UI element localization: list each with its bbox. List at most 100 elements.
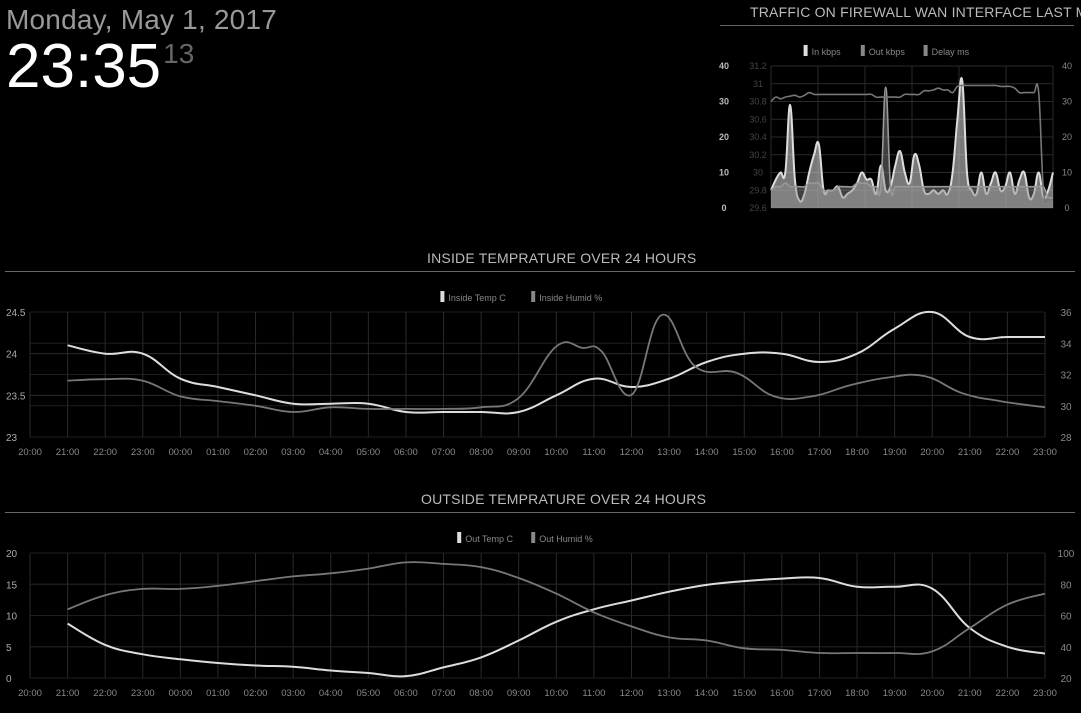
traffic-mid-tick-label: 30.6 xyxy=(749,114,767,124)
inside-title-rule xyxy=(5,271,1075,272)
traffic-mid-tick-label: 29.8 xyxy=(749,185,767,195)
inside-x-tick-label: 16:00 xyxy=(770,447,794,458)
outside-x-tick-label: 03:00 xyxy=(281,688,305,699)
traffic-series-line xyxy=(770,83,1054,203)
outside-legend-label: Out Temp C xyxy=(465,534,513,544)
inside-x-tick-label: 22:00 xyxy=(996,447,1020,458)
inside-legend-label: Inside Humid % xyxy=(539,293,602,303)
traffic-left-tick-label: 0 xyxy=(721,203,726,213)
traffic-mid-tick-label: 30.4 xyxy=(749,132,767,142)
traffic-legend-label: Delay ms xyxy=(932,47,970,57)
clock-time: 23:3513 xyxy=(6,36,194,98)
outside-x-tick-label: 05:00 xyxy=(356,688,380,699)
inside-x-tick-label: 02:00 xyxy=(244,447,268,458)
outside-x-tick-label: 21:00 xyxy=(958,688,982,699)
traffic-right-tick-label: 30 xyxy=(1062,97,1072,107)
inside-x-tick-label: 08:00 xyxy=(469,447,493,458)
inside-left-tick-label: 23 xyxy=(6,433,18,444)
inside-x-tick-label: 22:00 xyxy=(93,447,117,458)
outside-x-tick-label: 04:00 xyxy=(319,688,343,699)
inside-right-tick-label: 30 xyxy=(1060,402,1072,413)
inside-x-tick-label: 06:00 xyxy=(394,447,418,458)
inside-legend-label: Inside Temp C xyxy=(448,293,506,303)
inside-x-tick-label: 03:00 xyxy=(281,447,305,458)
inside-left-tick-label: 24.5 xyxy=(6,308,26,319)
outside-right-tick-label: 80 xyxy=(1060,580,1072,591)
outside-x-tick-label: 08:00 xyxy=(469,688,493,699)
outside-x-tick-label: 07:00 xyxy=(432,688,456,699)
traffic-legend-swatch xyxy=(860,45,865,56)
clock-seconds: 13 xyxy=(163,38,195,69)
outside-x-tick-label: 20:00 xyxy=(18,688,42,699)
traffic-series-line xyxy=(770,86,1054,200)
outside-left-tick-label: 0 xyxy=(6,674,12,685)
traffic-right-tick-label: 20 xyxy=(1062,132,1072,142)
inside-x-tick-label: 20:00 xyxy=(18,447,42,458)
traffic-series-area xyxy=(771,87,1053,208)
outside-x-tick-label: 23:00 xyxy=(131,688,155,699)
outside-x-tick-label: 22:00 xyxy=(93,688,117,699)
traffic-chart: In kbps Out kbps Delay ms 29.6 29.8 30 30.2 30.… xyxy=(719,45,1072,213)
outside-left-tick-label: 15 xyxy=(6,580,18,591)
outside-legend-label: Out Humid % xyxy=(539,534,593,544)
inside-x-tick-label: 10:00 xyxy=(544,447,568,458)
outside-left-tick-label: 10 xyxy=(6,612,18,623)
inside-x-tick-label: 23:00 xyxy=(1033,447,1057,458)
inside-x-tick-label: 07:00 xyxy=(432,447,456,458)
inside-x-tick-label: 00:00 xyxy=(168,447,192,458)
outside-x-tick-label: 21:00 xyxy=(56,688,80,699)
inside-x-tick-label: 04:00 xyxy=(319,447,343,458)
outside-series-line xyxy=(67,561,1046,655)
traffic-left-tick-label: 10 xyxy=(719,168,729,178)
outside-right-tick-label: 100 xyxy=(1058,549,1075,560)
inside-x-tick-label: 12:00 xyxy=(620,447,644,458)
outside-x-tick-label: 22:00 xyxy=(996,688,1020,699)
inside-x-tick-label: 05:00 xyxy=(356,447,380,458)
clock-date: Monday, May 1, 2017 xyxy=(6,4,277,35)
inside-left-tick-label: 24 xyxy=(6,350,18,361)
outside-x-tick-label: 13:00 xyxy=(657,688,681,699)
outside-legend-swatch xyxy=(457,532,462,543)
inside-x-tick-label: 17:00 xyxy=(808,447,832,458)
traffic-legend-swatch xyxy=(923,45,928,56)
inside-x-tick-label: 19:00 xyxy=(883,447,907,458)
outside-x-tick-label: 10:00 xyxy=(544,688,568,699)
outside-right-tick-label: 20 xyxy=(1060,674,1072,685)
inside-x-tick-label: 11:00 xyxy=(582,447,605,458)
inside-x-tick-label: 09:00 xyxy=(507,447,531,458)
traffic-mid-tick-label: 29.6 xyxy=(749,203,767,213)
outside-title-rule xyxy=(5,512,1075,513)
inside-x-tick-label: 18:00 xyxy=(845,447,869,458)
inside-x-tick-label: 23:00 xyxy=(131,447,155,458)
traffic-legend-label: In kbps xyxy=(812,47,842,57)
outside-right-tick-label: 60 xyxy=(1060,612,1072,623)
outside-x-tick-label: 14:00 xyxy=(695,688,719,699)
inside-x-tick-label: 01:00 xyxy=(206,447,230,458)
traffic-legend-swatch xyxy=(803,45,808,56)
inside-right-tick-label: 36 xyxy=(1060,308,1072,319)
outside-series-line xyxy=(67,576,1046,678)
outside-x-tick-label: 17:00 xyxy=(808,688,832,699)
inside-x-tick-label: 20:00 xyxy=(920,447,944,458)
traffic-mid-tick-label: 30.2 xyxy=(749,150,767,160)
outside-right-tick-label: 40 xyxy=(1060,643,1072,654)
inside-right-tick-label: 28 xyxy=(1060,433,1072,444)
traffic-mid-tick-label: 30.8 xyxy=(749,97,767,107)
traffic-right-tick-label: 0 xyxy=(1064,203,1069,213)
traffic-left-tick-label: 30 xyxy=(719,97,729,107)
inside-temperature-chart: Inside Temp C Inside Humid % 23 23.5 24 24.5 2… xyxy=(6,291,1072,458)
outside-x-tick-label: 20:00 xyxy=(920,688,944,699)
inside-x-tick-label: 15:00 xyxy=(732,447,756,458)
traffic-mid-tick-label: 31.2 xyxy=(749,61,767,71)
outside-left-tick-label: 5 xyxy=(6,643,12,654)
traffic-right-tick-label: 10 xyxy=(1062,168,1072,178)
outside-x-tick-label: 02:00 xyxy=(244,688,268,699)
inside-left-tick-label: 23.5 xyxy=(6,391,26,402)
outside-x-tick-label: 16:00 xyxy=(770,688,794,699)
outside-x-tick-label: 19:00 xyxy=(883,688,907,699)
traffic-title-rule xyxy=(720,25,1074,26)
outside-x-tick-label: 00:00 xyxy=(168,688,192,699)
outside-x-tick-label: 15:00 xyxy=(732,688,756,699)
inside-series-line xyxy=(67,310,1045,415)
